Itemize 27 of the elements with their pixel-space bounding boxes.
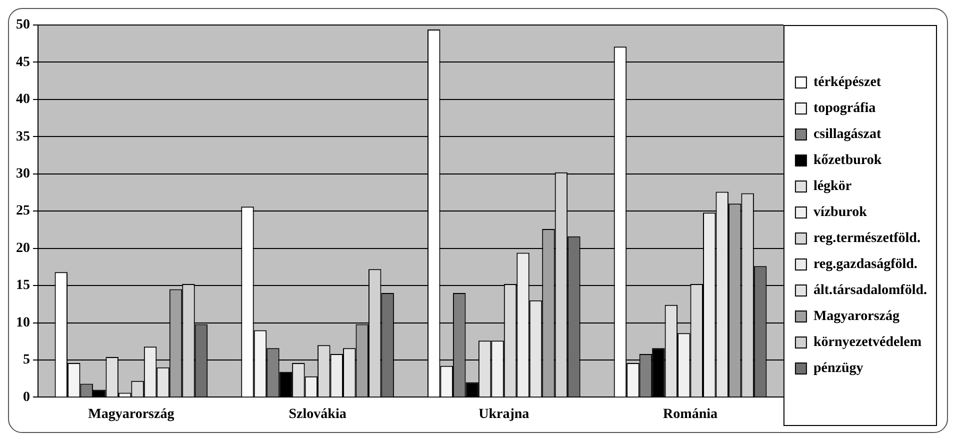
legend-label: ált.társadalomföld. <box>813 283 928 298</box>
y-tick-label: 15 <box>16 278 30 294</box>
y-tick-label: 25 <box>16 204 30 219</box>
y-tick-label: 35 <box>16 129 30 144</box>
legend-label: környezetvédelem <box>813 335 922 350</box>
y-tick-label: 40 <box>16 92 30 108</box>
y-tick-label: 10 <box>16 315 30 330</box>
x-tick-label: Románia <box>663 407 718 422</box>
legend-label: reg.gazdaságföld. <box>813 257 918 272</box>
legend-label: Magyarország <box>813 309 900 324</box>
y-tick-label: 0 <box>23 390 30 405</box>
legend-label: térképészet <box>813 75 882 90</box>
legend-label: reg.természetföld. <box>813 231 920 246</box>
y-tick-label: 30 <box>16 166 30 182</box>
x-tick-label: Ukrajna <box>478 407 530 422</box>
y-tick-label: 50 <box>16 18 30 33</box>
legend-label: vízburok <box>813 205 868 220</box>
y-tick-label: 20 <box>16 240 30 256</box>
legend-label: kőzetburok <box>813 153 882 168</box>
x-tick-label: Magyarország <box>88 407 174 422</box>
y-tick-label: 5 <box>23 352 30 368</box>
legend-label: topográfia <box>813 101 876 116</box>
legend-label: légkör <box>813 179 852 194</box>
legend-label: pénzügy <box>813 361 864 376</box>
y-tick-label: 45 <box>16 54 30 70</box>
x-tick-label: Szlovákia <box>288 407 346 422</box>
legend-label: csillagászat <box>813 127 882 142</box>
